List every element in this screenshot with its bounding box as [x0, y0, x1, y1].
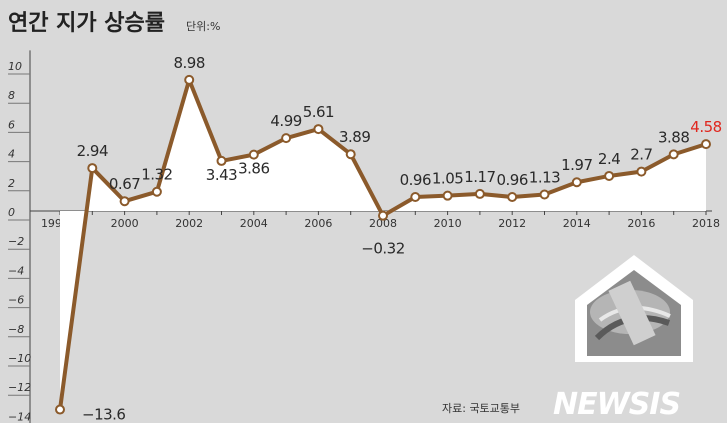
y-tick-label: −6: [8, 294, 24, 307]
data-label: 2.7: [630, 146, 652, 164]
data-label: 3.88: [658, 128, 689, 146]
x-axis: 1998년20002002200420062008201020122014201…: [30, 210, 720, 230]
data-point: [668, 149, 679, 160]
y-tick-label: 6: [8, 118, 15, 131]
y-tick-label: −12: [8, 381, 31, 394]
data-point: [151, 186, 162, 197]
data-label: −13.6: [82, 406, 125, 423]
y-tick-label: 4: [8, 148, 15, 161]
data-label: 1.97: [561, 156, 592, 174]
source-label: 자료: 국토교통부: [442, 402, 520, 415]
unit-label: 단위:%: [186, 20, 220, 33]
x-tick-label: 2006: [304, 217, 332, 230]
data-point: [313, 124, 324, 135]
data-point: [442, 190, 453, 201]
y-tick-label: −8: [8, 323, 24, 336]
data-point: [184, 74, 195, 85]
x-tick-label: 2008: [369, 217, 397, 230]
data-point: [507, 191, 518, 202]
y-tick-label: 8: [8, 89, 15, 102]
house-illustration: [575, 255, 693, 362]
data-point: [604, 170, 615, 181]
plot-area: −13.6 2.940.671.32 8.98 3.43 3.86 4.995.61 3.8…: [55, 54, 722, 423]
y-tick-label: −14: [8, 410, 31, 423]
y-axis: 10 8 6 4 2 0 −2 −4 −6 −8 −10 −12 −14: [8, 50, 31, 423]
data-label: 1.32: [141, 166, 172, 184]
data-label: 4.99: [270, 112, 301, 130]
y-tick-label: −2: [8, 235, 24, 248]
data-point: [410, 191, 421, 202]
x-tick-label: 2000: [111, 217, 139, 230]
newsis-logo: NEWSIS: [553, 387, 680, 422]
data-point: [539, 189, 550, 200]
data-point: [248, 149, 259, 160]
data-point: [87, 163, 98, 174]
y-tick-label: 2: [8, 177, 15, 190]
y-tick-label: −4: [8, 264, 24, 277]
x-tick-label: 2016: [627, 217, 655, 230]
data-point: [701, 139, 711, 150]
data-point: [345, 149, 356, 160]
data-point: [474, 188, 485, 199]
data-point: [378, 210, 388, 221]
data-label: 0.96: [496, 171, 527, 189]
data-label: 3.86: [238, 160, 269, 178]
data-label: 5.61: [303, 103, 334, 121]
data-label: 3.89: [339, 128, 370, 146]
data-point: [119, 196, 130, 207]
data-label: 1.05: [432, 170, 463, 188]
y-tick-label: 10: [8, 60, 22, 73]
chart-title: 연간 지가 상승률: [8, 11, 165, 36]
data-point: [571, 177, 582, 188]
data-label: 8.98: [173, 54, 204, 72]
data-point: [636, 166, 647, 177]
x-tick-label: 2002: [175, 217, 203, 230]
data-label: 0.67: [109, 175, 140, 193]
y-tick-label: 0: [8, 206, 15, 219]
data-label: 2.94: [77, 142, 108, 160]
data-label: −0.32: [361, 240, 404, 258]
x-tick-label: 2018: [692, 217, 720, 230]
x-tick-label: 2004: [240, 217, 268, 230]
data-point: [216, 155, 227, 166]
x-tick-label: 2010: [434, 217, 462, 230]
x-tick-label: 2014: [563, 217, 591, 230]
data-label: 0.96: [400, 171, 431, 189]
x-tick-label: 2012: [498, 217, 526, 230]
data-label: 3.43: [206, 166, 237, 184]
data-label: 1.17: [464, 168, 495, 186]
data-label: 1.13: [529, 169, 560, 187]
data-label: 2.4: [598, 150, 620, 168]
data-point: [55, 404, 65, 415]
y-tick-label: −10: [8, 352, 31, 365]
data-point: [281, 133, 292, 144]
data-label: 4.58: [690, 118, 721, 136]
